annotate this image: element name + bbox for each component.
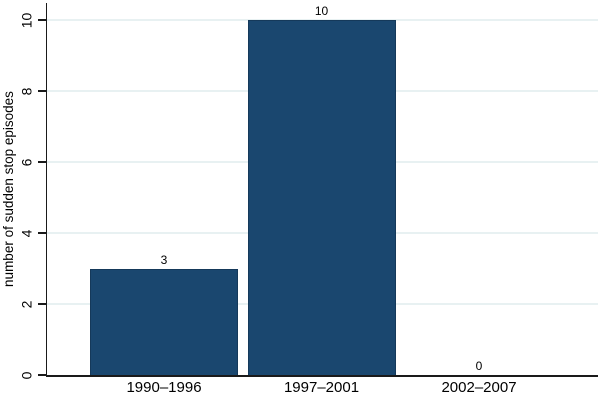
y-axis-tick — [37, 161, 46, 163]
y-tick-label: 2 — [18, 300, 35, 308]
y-tick-label: 10 — [18, 12, 35, 28]
y-axis-tick — [37, 374, 46, 376]
y-tick-label: 8 — [18, 87, 35, 95]
bar-value-label: 10 — [314, 4, 329, 18]
y-axis-tick — [37, 19, 46, 21]
bar — [247, 20, 396, 375]
y-tick-label: 0 — [18, 371, 35, 379]
y-axis-line — [45, 3, 47, 377]
y-axis-tick — [37, 90, 46, 92]
x-tick-label: 1990–1996 — [126, 379, 202, 396]
bar-value-label: 3 — [160, 252, 168, 267]
bar — [90, 268, 238, 375]
y-axis-tick — [37, 303, 46, 305]
y-axis-title: number of sudden stop episodes — [1, 91, 16, 287]
y-tick-label: 4 — [18, 229, 35, 237]
bar-value-label: 0 — [475, 359, 483, 373]
y-axis-tick — [37, 232, 46, 234]
x-axis-line — [45, 375, 598, 377]
x-tick-label: 1997–2001 — [283, 379, 360, 396]
x-tick-label: 2002–2007 — [441, 379, 517, 396]
y-tick-label: 6 — [18, 158, 35, 166]
